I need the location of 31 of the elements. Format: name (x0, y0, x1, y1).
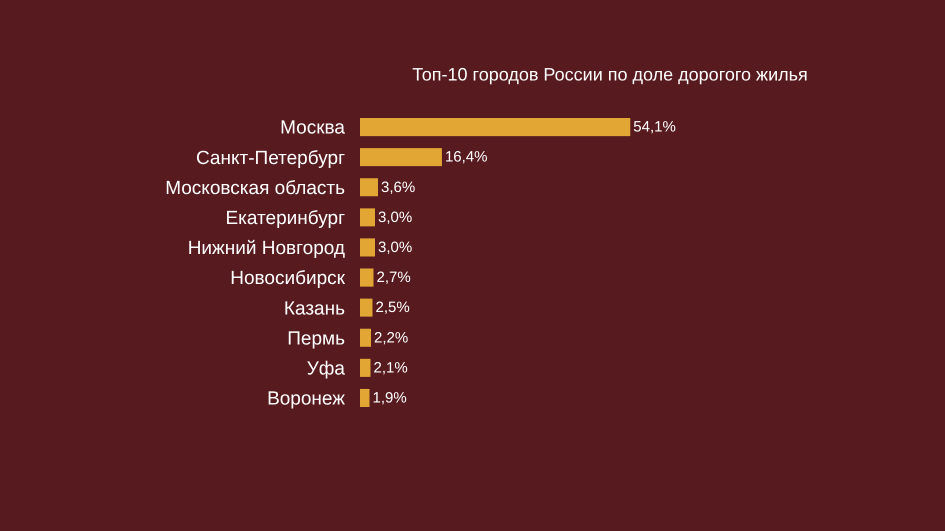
y-tick-label: Московская область (165, 178, 346, 199)
data-label: 2,7% (376, 269, 411, 286)
bar (360, 208, 375, 226)
bar (360, 178, 378, 196)
y-tick-label: Казань (284, 298, 346, 320)
data-label: 3,0% (378, 238, 412, 256)
bar (360, 148, 442, 166)
y-tick-label: Санкт-Петербург (196, 148, 346, 169)
bar (360, 238, 375, 256)
data-label: 3,6% (380, 178, 416, 196)
y-tick-label: Нижний Новгород (188, 238, 345, 260)
bar (360, 118, 630, 136)
bar (360, 298, 372, 317)
data-label: 1,9% (372, 389, 407, 406)
y-tick-label: Воронеж (267, 388, 346, 410)
y-tick-label: Москва (280, 118, 346, 139)
bar (360, 358, 370, 377)
data-label: 16,4% (444, 148, 488, 166)
data-label: 2,2% (374, 329, 408, 346)
y-tick-label: Пермь (287, 328, 346, 350)
y-tick-label: Уфа (306, 358, 346, 380)
data-label: 2,5% (375, 299, 410, 316)
data-label: 54,1% (633, 118, 676, 136)
y-tick-label: Новосибирск (230, 268, 346, 290)
bar (360, 268, 374, 287)
bar (360, 388, 370, 407)
y-tick-label: Екатеринбург (225, 208, 346, 229)
bar (360, 328, 371, 347)
data-label: 3,0% (378, 208, 412, 226)
data-label: 2,1% (373, 359, 408, 376)
chart-title: Топ-10 городов России по доле дорогого жилья (412, 64, 808, 85)
